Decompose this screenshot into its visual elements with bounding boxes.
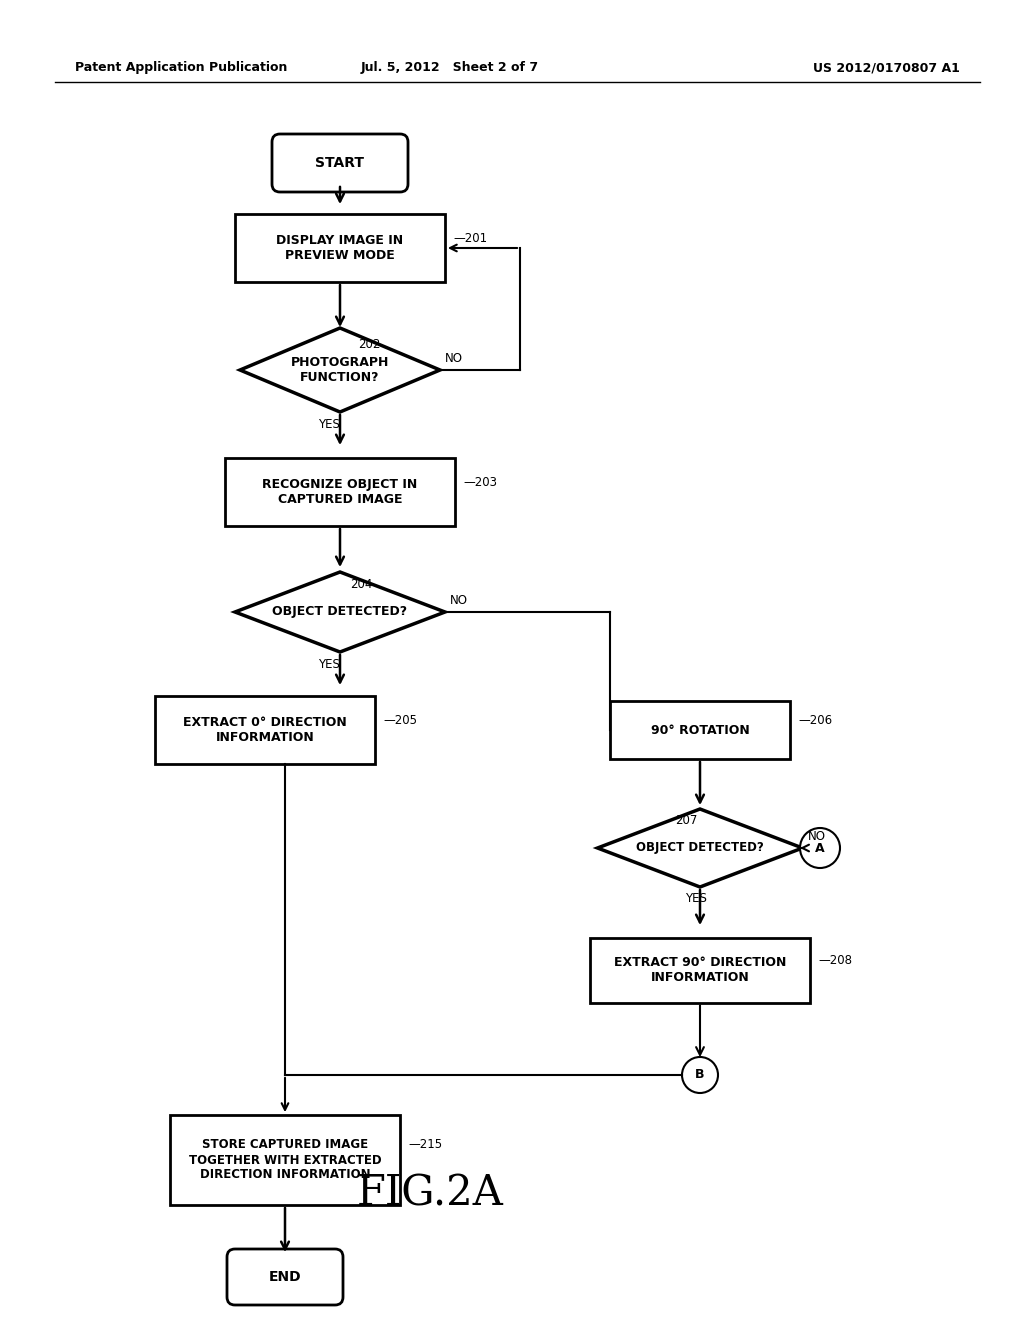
Text: PHOTOGRAPH
FUNCTION?: PHOTOGRAPH FUNCTION? xyxy=(291,356,389,384)
FancyBboxPatch shape xyxy=(272,135,408,191)
Text: DISPLAY IMAGE IN
PREVIEW MODE: DISPLAY IMAGE IN PREVIEW MODE xyxy=(276,234,403,261)
Text: 202: 202 xyxy=(358,338,380,351)
Text: OBJECT DETECTED?: OBJECT DETECTED? xyxy=(636,842,764,854)
Polygon shape xyxy=(597,809,803,887)
Bar xyxy=(225,458,455,525)
Text: Patent Application Publication: Patent Application Publication xyxy=(75,62,288,74)
Bar xyxy=(170,1115,400,1205)
Bar xyxy=(155,696,375,764)
Text: EXTRACT 90° DIRECTION
INFORMATION: EXTRACT 90° DIRECTION INFORMATION xyxy=(613,956,786,983)
Polygon shape xyxy=(240,327,440,412)
Text: END: END xyxy=(268,1270,301,1284)
Circle shape xyxy=(800,828,840,869)
Text: 90° ROTATION: 90° ROTATION xyxy=(650,723,750,737)
Bar xyxy=(234,214,445,282)
Text: A: A xyxy=(815,842,824,854)
Circle shape xyxy=(682,1057,718,1093)
Text: FIG.2A: FIG.2A xyxy=(356,1172,504,1214)
Text: OBJECT DETECTED?: OBJECT DETECTED? xyxy=(272,606,408,619)
Text: —205: —205 xyxy=(383,714,417,726)
Text: 207: 207 xyxy=(675,813,697,826)
Text: STORE CAPTURED IMAGE
TOGETHER WITH EXTRACTED
DIRECTION INFORMATION: STORE CAPTURED IMAGE TOGETHER WITH EXTRA… xyxy=(188,1138,381,1181)
Text: YES: YES xyxy=(318,657,340,671)
Text: —206: —206 xyxy=(798,714,833,726)
Text: YES: YES xyxy=(318,417,340,430)
Text: YES: YES xyxy=(685,892,707,906)
Polygon shape xyxy=(234,572,445,652)
Text: NO: NO xyxy=(445,351,463,364)
Text: —201: —201 xyxy=(453,231,487,244)
Text: EXTRACT 0° DIRECTION
INFORMATION: EXTRACT 0° DIRECTION INFORMATION xyxy=(183,715,347,744)
Text: —203: —203 xyxy=(463,475,497,488)
Text: Jul. 5, 2012   Sheet 2 of 7: Jul. 5, 2012 Sheet 2 of 7 xyxy=(360,62,539,74)
Text: B: B xyxy=(695,1068,705,1081)
Text: 204: 204 xyxy=(350,578,373,590)
Text: NO: NO xyxy=(808,829,825,842)
Text: NO: NO xyxy=(450,594,468,606)
FancyBboxPatch shape xyxy=(227,1249,343,1305)
Text: RECOGNIZE OBJECT IN
CAPTURED IMAGE: RECOGNIZE OBJECT IN CAPTURED IMAGE xyxy=(262,478,418,506)
Text: —208: —208 xyxy=(818,953,852,966)
Text: START: START xyxy=(315,156,365,170)
Bar xyxy=(610,701,790,759)
Bar xyxy=(590,937,810,1002)
Text: —215: —215 xyxy=(408,1138,442,1151)
Text: US 2012/0170807 A1: US 2012/0170807 A1 xyxy=(813,62,961,74)
